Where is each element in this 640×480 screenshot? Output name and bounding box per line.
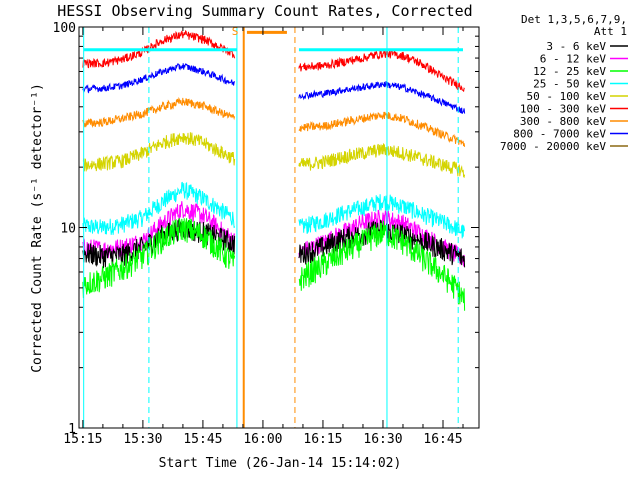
series-line-6-seg-0 xyxy=(82,96,236,129)
series-line-2-seg-1 xyxy=(298,220,466,311)
y-tick-label-1: 10 xyxy=(60,222,76,237)
legend-label-5: 100 - 300 keV xyxy=(520,103,606,116)
x-tick-label-6: 16:45 xyxy=(423,432,462,447)
series-line-2-seg-0 xyxy=(82,218,236,299)
series-line-7-seg-0 xyxy=(82,63,236,94)
x-tick-label-5: 16:30 xyxy=(363,432,402,447)
legend-label-0: 3 - 6 keV xyxy=(546,40,606,53)
x-tick-label-2: 15:45 xyxy=(183,432,222,447)
series-layer xyxy=(82,30,466,311)
x-tick-label-1: 15:30 xyxy=(123,432,162,447)
legend-header-line-2: Att 1 xyxy=(594,25,627,38)
series-line-4-seg-1 xyxy=(298,143,466,179)
series-line-7-seg-1 xyxy=(298,81,466,114)
legend-label-3: 25 - 50 keV xyxy=(533,78,606,91)
series-line-3-seg-1 xyxy=(298,194,466,239)
legend-label-7: 800 - 7000 keV xyxy=(513,128,606,141)
series-line-5-seg-0 xyxy=(82,30,236,69)
legend-header-line-1: Det 1,3,5,6,7,9, xyxy=(521,13,627,26)
x-tick-label-0: 15:15 xyxy=(63,432,102,447)
y-tick-label-0: 1 xyxy=(68,422,76,437)
y-tick-label-2: 100 xyxy=(53,21,76,36)
legend-label-2: 12 - 25 keV xyxy=(533,65,606,78)
x-axis: 15:15 15:30 15:45 16:00 16:15 16:30 16:45 xyxy=(63,27,464,447)
legend-label-6: 300 - 800 keV xyxy=(520,115,606,128)
x-tick-label-3: 16:00 xyxy=(243,432,282,447)
marker-layer: S xyxy=(83,25,463,428)
legend-label-8: 7000 - 20000 keV xyxy=(500,140,606,153)
series-line-5-seg-1 xyxy=(298,49,465,92)
series-line-3-seg-0 xyxy=(82,181,236,235)
x-axis-label: Start Time (26-Jan-14 15:14:02) xyxy=(159,456,402,471)
flag-label-s: S xyxy=(232,25,239,38)
legend-label-1: 6 - 12 keV xyxy=(540,53,607,66)
y-axis-label: Corrected Count Rate (s⁻¹ detector⁻¹) xyxy=(30,83,45,373)
series-line-6-seg-1 xyxy=(298,111,466,147)
x-tick-label-4: 16:15 xyxy=(303,432,342,447)
chart-title: HESSI Observing Summary Count Rates, Cor… xyxy=(57,2,472,20)
legend-label-4: 50 - 100 keV xyxy=(527,90,607,103)
y-axis: 1 10 100 xyxy=(53,21,479,437)
series-line-4-seg-0 xyxy=(82,132,236,172)
